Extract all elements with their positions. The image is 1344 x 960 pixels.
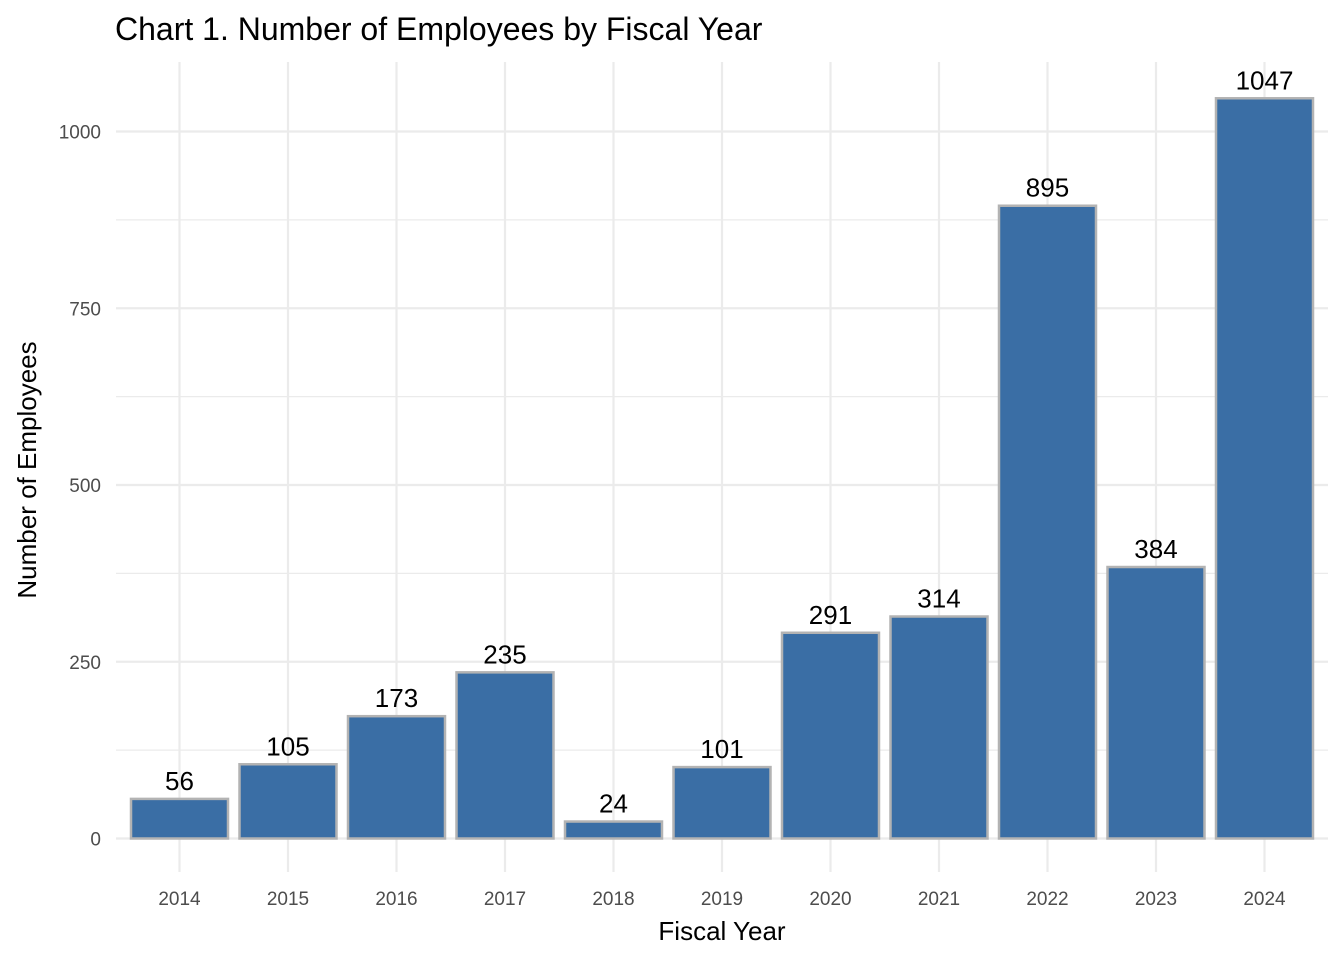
- data-label-2016: 173: [375, 683, 418, 713]
- bar-2021: [889, 615, 989, 840]
- y-axis-title: Number of Employees: [12, 341, 42, 598]
- y-axis-ticks: 0 250 500 750 1000: [59, 123, 101, 851]
- x-tick-label: 2023: [1135, 889, 1177, 910]
- data-label-2020: 291: [809, 600, 852, 630]
- data-label-2021: 314: [917, 584, 960, 614]
- x-tick-label: 2016: [375, 889, 417, 910]
- bar-2017: [455, 671, 555, 840]
- x-tick-label: 2015: [267, 889, 309, 910]
- y-tick-label: 500: [69, 476, 101, 497]
- data-label-2019: 101: [700, 734, 743, 764]
- y-tick-label: 250: [69, 653, 101, 674]
- data-label-2018: 24: [599, 789, 628, 819]
- bar-2023: [1106, 565, 1206, 840]
- x-tick-label: 2022: [1026, 889, 1068, 910]
- x-tick-label: 2017: [484, 889, 526, 910]
- data-label-2023: 384: [1134, 534, 1177, 564]
- bars: [129, 97, 1315, 840]
- bar-2014: [129, 797, 230, 840]
- bar-2015: [238, 763, 338, 840]
- data-labels: 56 105 173 235 24 101 291 314 895 384 1047: [165, 65, 1293, 818]
- y-tick-label: 0: [90, 830, 101, 851]
- y-tick-label: 750: [69, 299, 101, 320]
- x-axis-title: Fiscal Year: [658, 916, 786, 946]
- data-label-2015: 105: [266, 731, 309, 761]
- bar-2019: [672, 765, 772, 840]
- data-label-2024: 1047: [1236, 65, 1294, 95]
- data-label-2022: 895: [1026, 173, 1069, 203]
- x-tick-label: 2018: [592, 889, 634, 910]
- data-label-2017: 235: [483, 639, 526, 669]
- bar-2020: [780, 631, 881, 840]
- x-tick-label: 2014: [158, 889, 201, 910]
- bar-2022: [997, 204, 1098, 840]
- chart-title: Chart 1. Number of Employees by Fiscal Y…: [115, 11, 763, 47]
- data-label-2014: 56: [165, 766, 194, 796]
- x-axis-ticks: 2014 2015 2016 2017 2018 2019 2020 2021 2022 2023…: [158, 889, 1286, 910]
- x-tick-label: 2021: [918, 889, 960, 910]
- bar-2018: [563, 820, 664, 840]
- y-tick-label: 1000: [59, 123, 101, 144]
- x-tick-label: 2024: [1243, 889, 1286, 910]
- bar-2016: [346, 714, 447, 840]
- x-tick-label: 2019: [701, 889, 743, 910]
- bar-2024: [1214, 97, 1315, 840]
- x-tick-label: 2020: [809, 889, 851, 910]
